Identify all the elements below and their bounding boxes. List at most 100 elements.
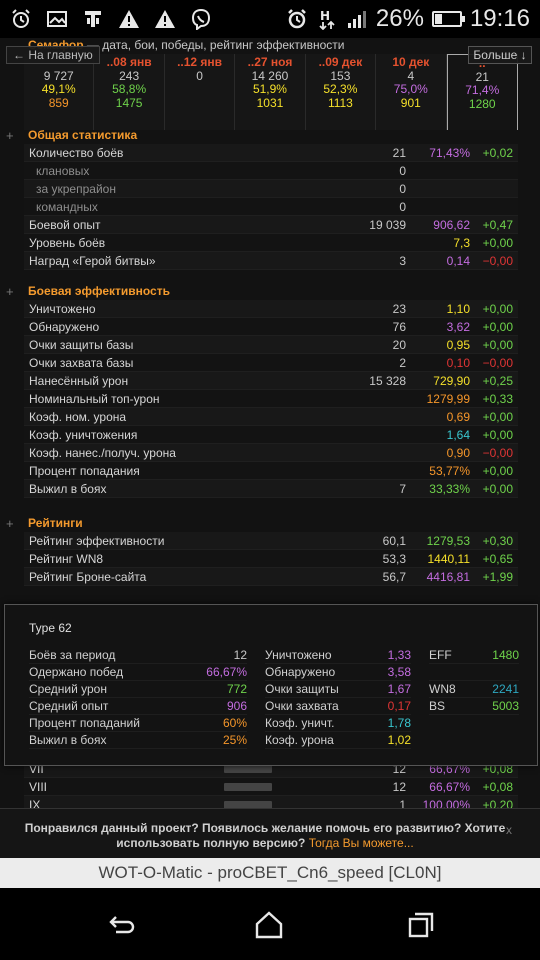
- period-battles: 243: [119, 68, 140, 83]
- row-label: Боевой опыт: [29, 217, 101, 232]
- row-average: 7,3: [453, 235, 470, 250]
- banner-text: Понравился данный проект? Появилось жела…: [20, 821, 510, 851]
- popup-label: EFF: [429, 648, 452, 662]
- row-total: 0: [399, 163, 406, 178]
- tier-bar: [224, 800, 314, 809]
- banner-link[interactable]: Тогда Вы можете...: [308, 836, 414, 850]
- banner-message: Понравился данный проект? Появилось жела…: [24, 821, 506, 850]
- row-total: 15 328: [369, 373, 406, 388]
- period-column[interactable]: ..12 янв 0: [164, 54, 236, 130]
- row-total: 7: [399, 481, 406, 496]
- recents-nav-button[interactable]: [406, 910, 436, 940]
- period-date: ..08 янв: [106, 55, 152, 69]
- row-average: 71,43%: [429, 145, 470, 160]
- row-delta: +1,99: [482, 569, 513, 584]
- period-winrate: 52,3%: [323, 82, 358, 96]
- row-delta: +0,00: [482, 301, 513, 316]
- popup-value: 5003: [492, 699, 519, 713]
- popup-label: Одержано побед: [29, 665, 124, 679]
- period-winrate: 71,4%: [465, 83, 500, 97]
- popup-label: Боёв за период: [29, 648, 116, 662]
- popup-value: 1,33: [387, 648, 411, 662]
- row-average: 0,69: [446, 409, 470, 424]
- row-label: Рейтинг Броне-сайта: [29, 569, 147, 584]
- tank-details-popup[interactable]: Type 62 Боёв за период 12 Одержано побед 66…: [4, 604, 538, 766]
- stats-table: Количество боёв 21 71,43% +0,02 клановых 0 за …: [24, 144, 518, 270]
- row-average: 33,33%: [429, 481, 470, 496]
- popup-column-efficiency: Уничтожено 1,33 Обнаружено 3,58 Очки защиты 1…: [265, 647, 411, 749]
- row-average: 1279,99: [426, 391, 470, 406]
- popup-label: BS: [429, 699, 446, 713]
- period-winrate: 75,0%: [393, 82, 428, 96]
- table-row: Наград «Герой битвы» 3 0,14 −0,00: [24, 252, 518, 270]
- warning-icon: [118, 8, 140, 30]
- popup-tank-title: Type 62: [29, 621, 72, 635]
- tier-battles: 12: [392, 779, 406, 794]
- period-column[interactable]: ..09 дек 153 52,3% 1113: [305, 54, 377, 130]
- period-battles: 14 260: [251, 68, 289, 83]
- row-total: 60,1: [382, 533, 406, 548]
- period-efficiency: 1280: [468, 96, 496, 111]
- banner-close-button[interactable]: x: [506, 823, 512, 837]
- period-efficiency: 1113: [327, 95, 353, 110]
- popup-value: 1,67: [387, 682, 411, 696]
- popup-row: Боёв за период 12: [29, 647, 247, 664]
- row-delta: +0,25: [482, 373, 513, 388]
- popup-label: Коэф. урона: [265, 733, 334, 747]
- popup-value: 2241: [492, 682, 519, 696]
- row-label: Коэф. нанес./получ. урона: [29, 445, 176, 460]
- popup-row: Средний урон 772: [29, 681, 247, 698]
- viber-icon: [190, 8, 212, 30]
- expand-section-icon[interactable]: +: [6, 128, 14, 143]
- period-column[interactable]: 9 727 49,1% 859: [24, 54, 95, 130]
- tank-icon: [82, 8, 104, 30]
- alarm-icon: [10, 8, 32, 30]
- table-row: Количество боёв 21 71,43% +0,02: [24, 144, 518, 162]
- popup-value: 1480: [492, 648, 519, 662]
- popup-value: 1,02: [387, 733, 411, 747]
- row-label: Нанесённый урон: [29, 373, 129, 388]
- system-indicators: H 26% 19:16: [286, 5, 530, 33]
- period-winrate: 51,9%: [252, 82, 287, 96]
- popup-value: 0,17: [387, 699, 411, 713]
- period-column[interactable]: ..27 ноя 14 260 51,9% 1031: [235, 54, 306, 130]
- stats-table: Рейтинг эффективности 60,1 1279,53 +0,30 Рей…: [24, 532, 518, 586]
- period-column[interactable]: 10 дек 4 75,0% 901: [376, 54, 447, 130]
- period-column[interactable]: ..08 янв 243 58,8% 1475: [94, 54, 165, 130]
- back-to-main-button[interactable]: ← На главную: [6, 46, 100, 64]
- row-label: Обнаружено: [29, 319, 100, 334]
- expand-section-icon[interactable]: +: [6, 516, 14, 531]
- recent-apps-icon: [408, 912, 434, 938]
- tier-rows-behind-popup: VII 12 66,67% +0,08 VIII 12 66,67% +0,08 IX 1 100,…: [24, 760, 518, 814]
- row-delta: +0,00: [482, 481, 513, 496]
- period-battles: 153: [330, 68, 351, 83]
- popup-label: Коэф. уничт.: [265, 716, 335, 730]
- row-total: 0: [399, 181, 406, 196]
- home-nav-button[interactable]: [254, 910, 284, 940]
- row-label: Выжил в боях: [29, 481, 107, 496]
- row-average: 0,90: [446, 445, 470, 460]
- row-total: 53,3: [382, 551, 406, 566]
- table-row: Рейтинг эффективности 60,1 1279,53 +0,30: [24, 532, 518, 550]
- section-title: Боевая эффективность: [28, 284, 170, 298]
- table-row: Обнаружено 76 3,62 +0,00: [24, 318, 518, 336]
- table-row: Очки защиты базы 20 0,95 +0,00: [24, 336, 518, 354]
- row-label: Очки защиты базы: [29, 337, 134, 352]
- row-total: 21: [392, 145, 406, 160]
- donation-banner[interactable]: Понравился данный проект? Появилось жела…: [0, 808, 540, 858]
- row-average: 1,10: [446, 301, 470, 316]
- expand-section-icon[interactable]: +: [6, 284, 14, 299]
- period-winrate: [165, 83, 234, 97]
- table-row: Рейтинг WN8 53,3 1440,11 +0,65: [24, 550, 518, 568]
- back-nav-button[interactable]: [106, 910, 136, 940]
- row-average: 4416,81: [426, 569, 470, 584]
- popup-value: 3,58: [387, 665, 411, 679]
- row-total: 56,7: [382, 569, 406, 584]
- header-subtitle: — дата, бои, победы, рейтинг эффективнос…: [86, 38, 345, 52]
- tier-label: VIII: [29, 779, 48, 794]
- data-arrows-icon: H: [316, 8, 338, 30]
- table-row: за укрепрайон 0: [24, 180, 518, 198]
- row-delta: −0,00: [482, 445, 513, 460]
- more-button[interactable]: Больше ↓: [468, 46, 532, 64]
